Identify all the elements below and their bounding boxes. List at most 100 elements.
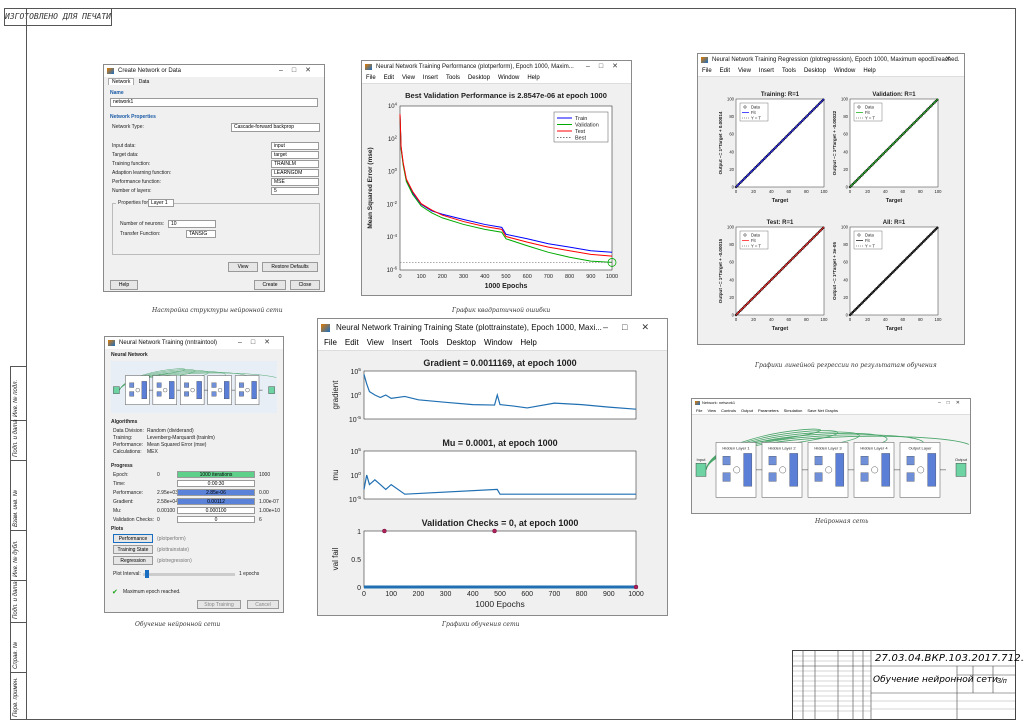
menu-help[interactable]: Help: [527, 75, 540, 81]
menu-file[interactable]: File: [696, 408, 703, 413]
menu-tools[interactable]: Tools: [445, 75, 460, 81]
data-point: [920, 241, 924, 245]
data-point: [781, 139, 784, 142]
menu-tools[interactable]: Tools: [781, 68, 796, 74]
data-point: [916, 246, 919, 249]
data-point: [898, 264, 901, 267]
data-point: [771, 277, 774, 280]
menu-simulation[interactable]: Simulation: [783, 408, 803, 413]
plot-button[interactable]: Performance: [113, 534, 153, 543]
menu-parameters[interactable]: Parameters: [757, 408, 779, 413]
window-controls[interactable]: –□✕: [919, 56, 960, 63]
data-point: [807, 112, 811, 116]
plot-interval-slider[interactable]: [143, 573, 235, 576]
data-point: [921, 240, 925, 244]
menu-file[interactable]: File: [366, 75, 376, 81]
input-data-select[interactable]: input: [271, 142, 319, 150]
slider-thumb[interactable]: [145, 570, 149, 578]
menu-insert[interactable]: Insert: [422, 75, 438, 81]
data-point: [860, 174, 863, 177]
menu-window[interactable]: Window: [483, 338, 513, 347]
target-data-select[interactable]: target: [271, 151, 319, 159]
identity-line: [849, 98, 939, 188]
transfer-function-select[interactable]: TANSIG: [186, 230, 216, 238]
window-controls[interactable]: –□✕: [238, 339, 279, 346]
layer-select[interactable]: Layer 1: [148, 199, 174, 207]
data-point: [817, 230, 821, 234]
create-button[interactable]: Create: [254, 280, 286, 290]
menu-edit[interactable]: Edit: [383, 75, 395, 81]
plot-function: (plotperform): [157, 536, 186, 542]
menu-save-net-graphs[interactable]: Save Net Graphs: [807, 408, 839, 413]
y-tick-label: 40: [729, 277, 734, 282]
menu-desktop[interactable]: Desktop: [803, 68, 826, 74]
progress-bar-text: 0.00112: [207, 499, 225, 505]
close-button[interactable]: Close: [290, 280, 320, 290]
menu-view[interactable]: View: [707, 408, 717, 413]
sheet-border: [26, 8, 1016, 720]
menu-desktop[interactable]: Desktop: [446, 338, 476, 347]
neurons-input[interactable]: 10: [168, 220, 216, 228]
data-point: [890, 143, 894, 147]
menu-help[interactable]: Help: [863, 68, 876, 74]
plots-label: Plots: [111, 526, 124, 532]
tab-data[interactable]: Data: [138, 79, 150, 85]
name-input[interactable]: network1: [110, 98, 318, 107]
data-point: [776, 143, 780, 147]
layer-label: Hidden Layer 4: [860, 445, 888, 450]
data-point: [920, 113, 924, 117]
x-tick-label: 100: [385, 591, 397, 598]
menu-controls[interactable]: Controls: [721, 408, 736, 413]
val-fail-point: [382, 528, 387, 534]
data-point: [875, 286, 879, 290]
cancel-button[interactable]: Cancel: [247, 600, 279, 609]
plot-button[interactable]: Training State: [113, 545, 153, 554]
plot-function: (plottrainstate): [157, 547, 189, 553]
window-controls[interactable]: –□✕: [603, 322, 663, 332]
performance-function-select[interactable]: MSE: [271, 178, 319, 186]
help-button[interactable]: Help: [110, 280, 138, 290]
menu-view[interactable]: View: [738, 68, 751, 74]
menu-tools[interactable]: Tools: [419, 338, 439, 347]
menu-desktop[interactable]: Desktop: [467, 75, 490, 81]
weight-block: [156, 382, 162, 388]
plot-button[interactable]: Regression: [113, 556, 153, 565]
training-function-select[interactable]: TRAINLM: [271, 160, 319, 168]
menu-output[interactable]: Output: [740, 408, 753, 413]
tab-network[interactable]: Network: [108, 78, 135, 85]
menu-help[interactable]: Help: [520, 338, 537, 347]
view-button[interactable]: View: [228, 262, 258, 272]
y-tick-label: 20: [729, 167, 734, 172]
menu-insert[interactable]: Insert: [758, 68, 774, 74]
window-title: Neural Network Training Performance (plo…: [376, 64, 574, 70]
menu-window[interactable]: Window: [497, 75, 520, 81]
menu-edit[interactable]: Edit: [344, 338, 359, 347]
stop-training-button[interactable]: Stop Training: [197, 600, 241, 609]
network-type-select[interactable]: Cascade-forward backprop: [231, 123, 320, 132]
plot-interval-value: 1 epochs: [239, 571, 260, 577]
data-point: [869, 292, 873, 296]
menu-file[interactable]: File: [324, 338, 337, 347]
data-point: [892, 142, 895, 145]
restore-defaults-button[interactable]: Restore Defaults: [262, 262, 318, 272]
x-tick-label: 1000: [606, 274, 618, 280]
menu-window[interactable]: Window: [833, 68, 856, 74]
window-controls[interactable]: –□✕: [279, 67, 320, 74]
window-controls[interactable]: –□✕: [938, 400, 966, 406]
y-tick-label: 0.5: [351, 557, 361, 564]
menu-edit[interactable]: Edit: [719, 68, 731, 74]
data-point: [895, 267, 898, 270]
nntraintool-titlebar: Neural Network Training (nntraintool) –□✕: [105, 337, 283, 349]
data-point: [861, 301, 864, 304]
menu-view[interactable]: View: [366, 338, 384, 347]
number-of-layers-input[interactable]: 5: [271, 187, 319, 195]
bias-block: [768, 472, 777, 482]
adaption-function-select[interactable]: LEARNGDM: [271, 169, 319, 177]
help-button-label: Help: [118, 282, 130, 288]
window-controls[interactable]: –□✕: [586, 63, 627, 70]
menu-insert[interactable]: Insert: [391, 338, 412, 347]
menu-view[interactable]: View: [402, 75, 415, 81]
network-view-titlebar: Network: network1 –□✕: [692, 399, 970, 407]
matlab-icon: [108, 340, 115, 346]
menu-file[interactable]: File: [702, 68, 712, 74]
